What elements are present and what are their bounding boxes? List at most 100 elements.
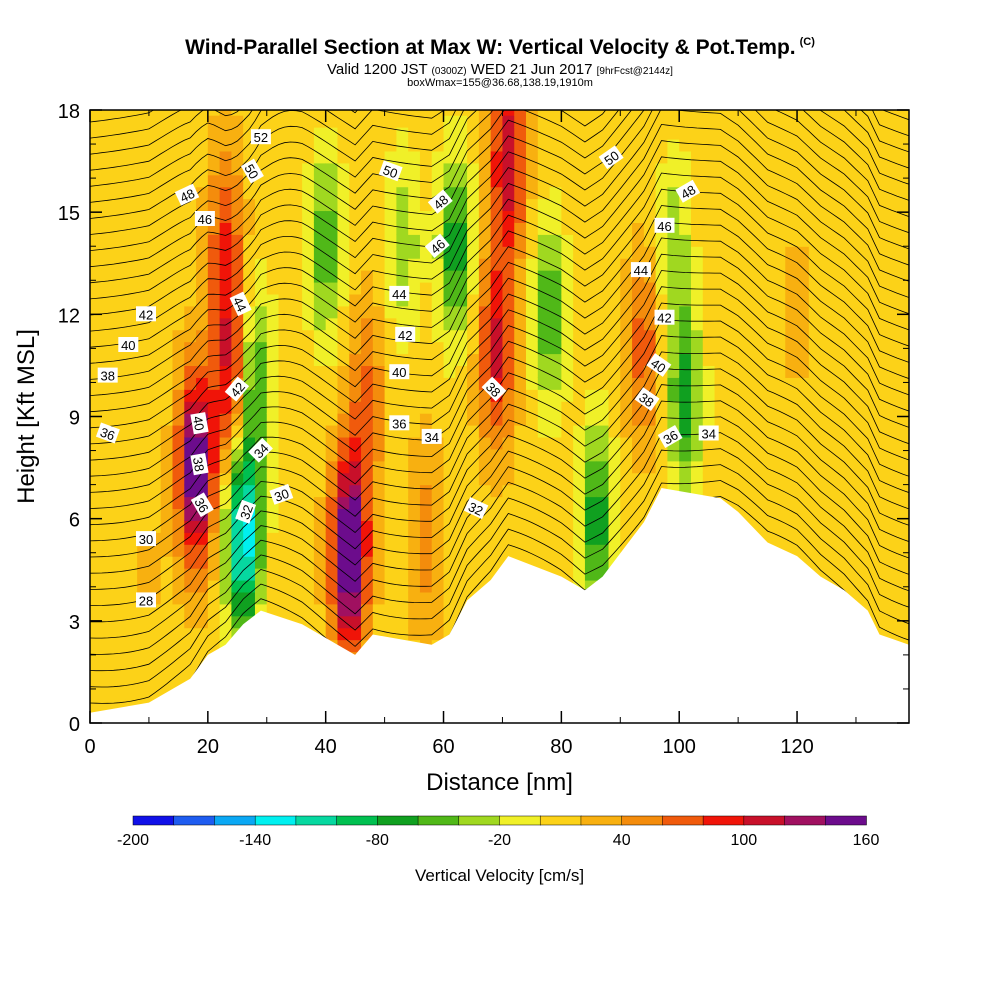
velocity-cell	[844, 377, 857, 390]
velocity-cell	[855, 520, 869, 533]
velocity-cell	[891, 341, 904, 355]
velocity-cell	[573, 365, 586, 378]
velocity-cell	[773, 270, 786, 283]
velocity-cell	[349, 425, 362, 438]
velocity-cell	[231, 472, 244, 486]
velocity-cell	[785, 110, 798, 116]
velocity-cell	[490, 127, 504, 140]
contour-label-text: 46	[198, 212, 212, 227]
velocity-cell	[90, 460, 103, 474]
velocity-cell	[620, 472, 633, 486]
velocity-cell	[196, 579, 209, 593]
velocity-cell	[266, 413, 280, 426]
velocity-cell	[467, 162, 480, 176]
velocity-cell	[903, 496, 909, 510]
velocity-cell	[90, 389, 103, 402]
velocity-cell	[325, 305, 339, 319]
velocity-cell	[219, 329, 233, 343]
velocity-cell	[160, 270, 174, 283]
velocity-cell	[573, 508, 586, 521]
velocity-cell	[196, 556, 209, 569]
theta-contour-line	[90, 110, 240, 155]
velocity-cell	[903, 305, 909, 319]
velocity-cell	[196, 401, 209, 414]
velocity-cell	[254, 425, 268, 438]
velocity-cell	[844, 460, 857, 474]
velocity-cell	[608, 460, 621, 474]
velocity-cell	[196, 329, 209, 343]
velocity-cell	[773, 377, 786, 390]
velocity-cell	[584, 150, 598, 164]
y-tick-label: 12	[58, 305, 80, 327]
velocity-cell	[419, 138, 433, 152]
velocity-cell	[302, 568, 315, 581]
velocity-cell	[537, 150, 551, 164]
velocity-cell	[160, 115, 174, 128]
velocity-cell	[714, 472, 727, 486]
velocity-cell	[573, 234, 586, 247]
velocity-cell	[431, 556, 445, 569]
velocity-cell	[903, 568, 909, 581]
velocity-cell	[702, 138, 716, 152]
velocity-cell	[526, 305, 539, 319]
velocity-cell	[738, 150, 751, 164]
velocity-cell	[302, 115, 315, 128]
velocity-cell	[584, 448, 598, 462]
velocity-cell	[773, 448, 786, 462]
velocity-cell	[808, 484, 822, 498]
velocity-cell	[785, 425, 798, 438]
velocity-cell	[490, 425, 504, 438]
velocity-cell	[526, 210, 539, 223]
velocity-cell	[243, 222, 256, 235]
colorbar-swatch	[295, 815, 338, 826]
velocity-cell	[844, 234, 857, 247]
velocity-cell	[514, 110, 527, 116]
velocity-cell	[125, 484, 138, 498]
velocity-cell	[478, 222, 492, 235]
velocity-cell	[573, 127, 586, 140]
velocity-cell	[431, 115, 445, 128]
velocity-cell	[137, 413, 150, 426]
velocity-cell	[302, 198, 315, 212]
velocity-cell	[101, 639, 115, 653]
velocity-cell	[160, 591, 174, 605]
velocity-cell	[431, 222, 445, 235]
velocity-cell	[231, 413, 244, 426]
velocity-cell	[266, 234, 280, 247]
colorbar-tick-label: -200	[117, 832, 149, 849]
velocity-cell	[172, 484, 185, 498]
velocity-cell	[219, 258, 233, 271]
velocity-cell	[526, 365, 539, 378]
velocity-cell	[148, 115, 162, 128]
velocity-cell	[172, 138, 185, 152]
velocity-cell	[419, 162, 433, 176]
velocity-cell	[561, 389, 574, 402]
velocity-cell	[396, 544, 409, 557]
velocity-cell	[584, 317, 598, 331]
velocity-cell	[137, 544, 150, 557]
velocity-cell	[490, 110, 504, 116]
velocity-cell	[655, 246, 669, 259]
velocity-cell	[761, 115, 775, 128]
velocity-cell	[655, 115, 669, 128]
velocity-cell	[172, 627, 185, 641]
velocity-cell	[855, 162, 869, 176]
velocity-cell	[879, 258, 892, 271]
velocity-cell	[667, 472, 680, 486]
velocity-cell	[349, 532, 362, 545]
velocity-cell	[290, 556, 303, 569]
velocity-cell	[113, 246, 126, 259]
velocity-cell	[561, 544, 574, 557]
velocity-cell	[361, 377, 374, 390]
velocity-cell	[443, 568, 456, 581]
velocity-cell	[219, 365, 233, 378]
velocity-cell	[313, 603, 327, 617]
velocity-cell	[573, 150, 586, 164]
velocity-cell	[431, 484, 445, 498]
velocity-cell	[797, 162, 810, 176]
velocity-cell	[361, 520, 374, 533]
velocity-cell	[702, 281, 716, 295]
velocity-cell	[290, 460, 303, 474]
velocity-cell	[113, 603, 126, 617]
velocity-cell	[137, 234, 150, 247]
